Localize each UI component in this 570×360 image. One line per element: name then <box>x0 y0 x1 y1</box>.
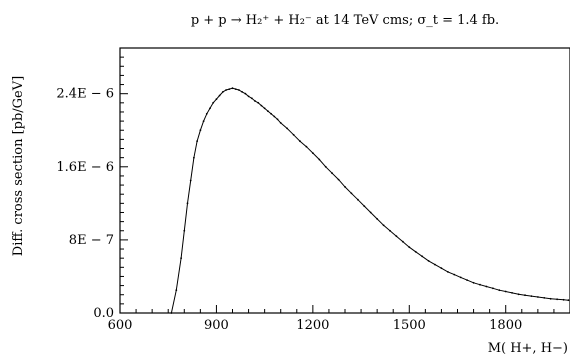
data-point <box>382 224 385 227</box>
data-marks <box>170 87 570 314</box>
data-point <box>189 179 192 182</box>
data-point <box>543 297 546 299</box>
data-point <box>260 104 263 107</box>
data-point <box>492 287 494 290</box>
data-point <box>234 88 237 90</box>
data-point <box>479 283 481 286</box>
data-point <box>202 120 205 122</box>
data-point <box>267 110 269 112</box>
data-point <box>530 295 533 297</box>
data-point <box>395 235 398 238</box>
data-point <box>254 100 256 102</box>
data-point <box>427 260 430 262</box>
data-point <box>193 156 195 159</box>
data-point <box>389 229 391 232</box>
data-point <box>247 95 250 98</box>
data-point <box>472 281 475 284</box>
x-tick-label: 1500 <box>393 318 426 333</box>
data-point <box>225 89 228 91</box>
data-point <box>286 127 288 130</box>
data-point <box>357 198 359 201</box>
data-point <box>344 186 346 188</box>
data-point <box>241 91 244 93</box>
data-point <box>218 94 221 97</box>
data-point <box>504 290 507 293</box>
y-tick-label: 0.0 <box>93 306 114 321</box>
data-point <box>250 97 253 100</box>
data-point <box>337 178 340 181</box>
data-point <box>205 112 208 115</box>
y-tick-label: 8E − 7 <box>69 233 114 248</box>
data-point <box>231 87 234 90</box>
data-point <box>485 285 488 288</box>
plot-frame <box>119 47 570 314</box>
data-point <box>270 112 272 115</box>
data-point <box>408 246 411 249</box>
y-tick-label: 2.4E − 6 <box>56 87 114 102</box>
data-point <box>556 298 558 301</box>
data-point <box>466 279 468 281</box>
data-point <box>180 257 183 260</box>
data-point <box>244 92 247 95</box>
data-point <box>447 271 449 273</box>
data-point <box>369 211 372 214</box>
axis-ticks: 600 900 1200 1500 1800 0.0 8E − 7 1.6E − 6 2.4E … <box>56 47 570 333</box>
data-point <box>215 98 218 101</box>
data-point <box>414 250 417 253</box>
data-point <box>292 133 295 136</box>
data-point <box>537 296 539 298</box>
data-point <box>305 145 308 148</box>
data-point <box>299 140 301 143</box>
data-point <box>331 172 333 175</box>
series-line <box>170 87 569 314</box>
data-point <box>318 158 321 161</box>
data-point <box>350 192 353 195</box>
data-point <box>279 122 282 124</box>
data-point <box>562 298 565 301</box>
x-tick-label: 1200 <box>296 318 329 333</box>
data-point <box>175 289 178 292</box>
data-point <box>434 263 436 266</box>
data-point <box>183 229 186 232</box>
data-point <box>257 101 260 104</box>
data-point <box>276 118 279 121</box>
data-point <box>549 297 552 300</box>
data-point <box>312 152 314 155</box>
data-point <box>376 218 378 220</box>
data-point <box>517 293 520 296</box>
data-point <box>324 165 327 168</box>
data-point <box>209 107 211 110</box>
data-point <box>421 255 423 258</box>
data-point <box>363 205 366 208</box>
data-point <box>222 91 224 93</box>
data-point <box>459 276 462 279</box>
y-axis-label: Diff. cross section [pb/GeV] <box>11 76 26 256</box>
x-tick-label: 600 <box>108 318 133 333</box>
data-point <box>212 101 215 104</box>
data-point <box>273 115 276 118</box>
data-point <box>453 273 456 276</box>
data-point <box>238 89 240 91</box>
data-point <box>567 299 570 302</box>
x-tick-label: 900 <box>204 318 229 333</box>
data-point <box>228 88 231 90</box>
data-point <box>186 202 189 205</box>
x-axis-label: M( H+, H−) <box>488 341 568 356</box>
chart-title: p + p → H₂⁺ + H₂⁻ at 14 TeV cms; σ_t = 1… <box>191 13 499 28</box>
data-point <box>402 240 404 243</box>
data-point <box>263 107 266 110</box>
x-tick-label: 1800 <box>489 318 522 333</box>
y-tick-label: 1.6E − 6 <box>56 160 114 175</box>
data-point <box>196 140 199 143</box>
data-point <box>511 292 513 294</box>
data-point <box>524 294 526 297</box>
data-point <box>199 129 202 132</box>
data-point <box>498 289 501 292</box>
data-point <box>440 267 443 270</box>
